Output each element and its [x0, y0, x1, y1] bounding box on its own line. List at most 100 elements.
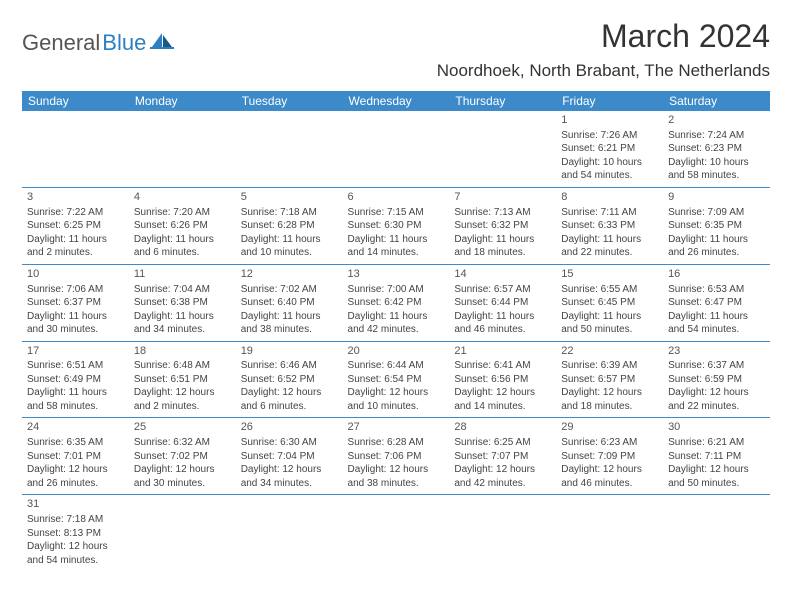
day-info: Sunrise: 6:25 AMSunset: 7:07 PMDaylight:… — [454, 436, 551, 490]
sunset-text: Sunset: 6:40 PM — [241, 296, 338, 310]
day-number: 16 — [668, 267, 765, 282]
daylight-text: Daylight: 12 hours and 54 minutes. — [27, 540, 124, 567]
daylight-text: Daylight: 11 hours and 38 minutes. — [241, 310, 338, 337]
day-number: 1 — [561, 113, 658, 128]
weekday-header: Friday — [556, 91, 663, 111]
calendar-day-cell: 24Sunrise: 6:35 AMSunset: 7:01 PMDayligh… — [22, 418, 129, 495]
day-info: Sunrise: 6:21 AMSunset: 7:11 PMDaylight:… — [668, 436, 765, 490]
sunrise-text: Sunrise: 6:44 AM — [348, 359, 445, 373]
logo: General Blue — [22, 30, 176, 56]
calendar-week-row: 17Sunrise: 6:51 AMSunset: 6:49 PMDayligh… — [22, 341, 770, 418]
daylight-text: Daylight: 11 hours and 34 minutes. — [134, 310, 231, 337]
calendar-day-cell — [449, 495, 556, 571]
sunrise-text: Sunrise: 6:48 AM — [134, 359, 231, 373]
sunset-text: Sunset: 6:25 PM — [27, 219, 124, 233]
day-number: 13 — [348, 267, 445, 282]
day-info: Sunrise: 6:32 AMSunset: 7:02 PMDaylight:… — [134, 436, 231, 490]
calendar-week-row: 31Sunrise: 7:18 AMSunset: 8:13 PMDayligh… — [22, 495, 770, 571]
sail-icon — [150, 31, 176, 56]
day-info: Sunrise: 7:20 AMSunset: 6:26 PMDaylight:… — [134, 206, 231, 260]
calendar-day-cell — [129, 495, 236, 571]
sunset-text: Sunset: 6:23 PM — [668, 142, 765, 156]
day-number: 19 — [241, 344, 338, 359]
sunset-text: Sunset: 7:04 PM — [241, 450, 338, 464]
sunset-text: Sunset: 6:35 PM — [668, 219, 765, 233]
calendar-day-cell: 17Sunrise: 6:51 AMSunset: 6:49 PMDayligh… — [22, 341, 129, 418]
calendar-day-cell: 27Sunrise: 6:28 AMSunset: 7:06 PMDayligh… — [343, 418, 450, 495]
day-info: Sunrise: 7:13 AMSunset: 6:32 PMDaylight:… — [454, 206, 551, 260]
day-info: Sunrise: 6:41 AMSunset: 6:56 PMDaylight:… — [454, 359, 551, 413]
calendar-week-row: 1Sunrise: 7:26 AMSunset: 6:21 PMDaylight… — [22, 111, 770, 187]
day-number: 8 — [561, 190, 658, 205]
sunrise-text: Sunrise: 6:28 AM — [348, 436, 445, 450]
sunrise-text: Sunrise: 7:11 AM — [561, 206, 658, 220]
day-number: 12 — [241, 267, 338, 282]
calendar-day-cell: 2Sunrise: 7:24 AMSunset: 6:23 PMDaylight… — [663, 111, 770, 187]
daylight-text: Daylight: 11 hours and 22 minutes. — [561, 233, 658, 260]
calendar-day-cell: 19Sunrise: 6:46 AMSunset: 6:52 PMDayligh… — [236, 341, 343, 418]
calendar-day-cell: 12Sunrise: 7:02 AMSunset: 6:40 PMDayligh… — [236, 264, 343, 341]
day-number: 2 — [668, 113, 765, 128]
day-info: Sunrise: 6:44 AMSunset: 6:54 PMDaylight:… — [348, 359, 445, 413]
calendar-day-cell: 7Sunrise: 7:13 AMSunset: 6:32 PMDaylight… — [449, 187, 556, 264]
sunset-text: Sunset: 6:57 PM — [561, 373, 658, 387]
daylight-text: Daylight: 11 hours and 26 minutes. — [668, 233, 765, 260]
sunrise-text: Sunrise: 6:53 AM — [668, 283, 765, 297]
day-number: 21 — [454, 344, 551, 359]
calendar-day-cell: 28Sunrise: 6:25 AMSunset: 7:07 PMDayligh… — [449, 418, 556, 495]
day-number: 22 — [561, 344, 658, 359]
sunset-text: Sunset: 7:01 PM — [27, 450, 124, 464]
sunset-text: Sunset: 6:32 PM — [454, 219, 551, 233]
sunset-text: Sunset: 7:02 PM — [134, 450, 231, 464]
daylight-text: Daylight: 11 hours and 58 minutes. — [27, 386, 124, 413]
sunset-text: Sunset: 6:30 PM — [348, 219, 445, 233]
sunset-text: Sunset: 6:51 PM — [134, 373, 231, 387]
daylight-text: Daylight: 12 hours and 50 minutes. — [668, 463, 765, 490]
sunrise-text: Sunrise: 6:57 AM — [454, 283, 551, 297]
daylight-text: Daylight: 12 hours and 46 minutes. — [561, 463, 658, 490]
sunset-text: Sunset: 7:06 PM — [348, 450, 445, 464]
sunset-text: Sunset: 6:28 PM — [241, 219, 338, 233]
day-number: 27 — [348, 420, 445, 435]
day-info: Sunrise: 6:57 AMSunset: 6:44 PMDaylight:… — [454, 283, 551, 337]
day-number: 20 — [348, 344, 445, 359]
calendar-day-cell: 4Sunrise: 7:20 AMSunset: 6:26 PMDaylight… — [129, 187, 236, 264]
calendar-day-cell — [449, 111, 556, 187]
daylight-text: Daylight: 12 hours and 10 minutes. — [348, 386, 445, 413]
sunrise-text: Sunrise: 7:00 AM — [348, 283, 445, 297]
day-info: Sunrise: 7:18 AMSunset: 6:28 PMDaylight:… — [241, 206, 338, 260]
day-number: 15 — [561, 267, 658, 282]
calendar-day-cell: 29Sunrise: 6:23 AMSunset: 7:09 PMDayligh… — [556, 418, 663, 495]
daylight-text: Daylight: 12 hours and 30 minutes. — [134, 463, 231, 490]
daylight-text: Daylight: 12 hours and 42 minutes. — [454, 463, 551, 490]
day-number: 6 — [348, 190, 445, 205]
calendar-day-cell: 9Sunrise: 7:09 AMSunset: 6:35 PMDaylight… — [663, 187, 770, 264]
calendar-day-cell: 10Sunrise: 7:06 AMSunset: 6:37 PMDayligh… — [22, 264, 129, 341]
calendar-day-cell: 16Sunrise: 6:53 AMSunset: 6:47 PMDayligh… — [663, 264, 770, 341]
sunset-text: Sunset: 6:59 PM — [668, 373, 765, 387]
calendar-day-cell — [236, 495, 343, 571]
day-number: 9 — [668, 190, 765, 205]
day-number: 24 — [27, 420, 124, 435]
sunrise-text: Sunrise: 6:25 AM — [454, 436, 551, 450]
daylight-text: Daylight: 10 hours and 58 minutes. — [668, 156, 765, 183]
day-info: Sunrise: 6:55 AMSunset: 6:45 PMDaylight:… — [561, 283, 658, 337]
day-info: Sunrise: 6:51 AMSunset: 6:49 PMDaylight:… — [27, 359, 124, 413]
day-number: 5 — [241, 190, 338, 205]
logo-text-blue: Blue — [102, 30, 146, 56]
calendar-day-cell — [343, 111, 450, 187]
sunrise-text: Sunrise: 7:22 AM — [27, 206, 124, 220]
sunrise-text: Sunrise: 7:20 AM — [134, 206, 231, 220]
daylight-text: Daylight: 11 hours and 50 minutes. — [561, 310, 658, 337]
day-number: 4 — [134, 190, 231, 205]
sunrise-text: Sunrise: 7:24 AM — [668, 129, 765, 143]
calendar-day-cell: 5Sunrise: 7:18 AMSunset: 6:28 PMDaylight… — [236, 187, 343, 264]
weekday-header: Thursday — [449, 91, 556, 111]
sunset-text: Sunset: 6:56 PM — [454, 373, 551, 387]
sunset-text: Sunset: 6:42 PM — [348, 296, 445, 310]
sunset-text: Sunset: 6:54 PM — [348, 373, 445, 387]
sunrise-text: Sunrise: 6:55 AM — [561, 283, 658, 297]
day-info: Sunrise: 6:48 AMSunset: 6:51 PMDaylight:… — [134, 359, 231, 413]
day-info: Sunrise: 7:00 AMSunset: 6:42 PMDaylight:… — [348, 283, 445, 337]
daylight-text: Daylight: 11 hours and 6 minutes. — [134, 233, 231, 260]
